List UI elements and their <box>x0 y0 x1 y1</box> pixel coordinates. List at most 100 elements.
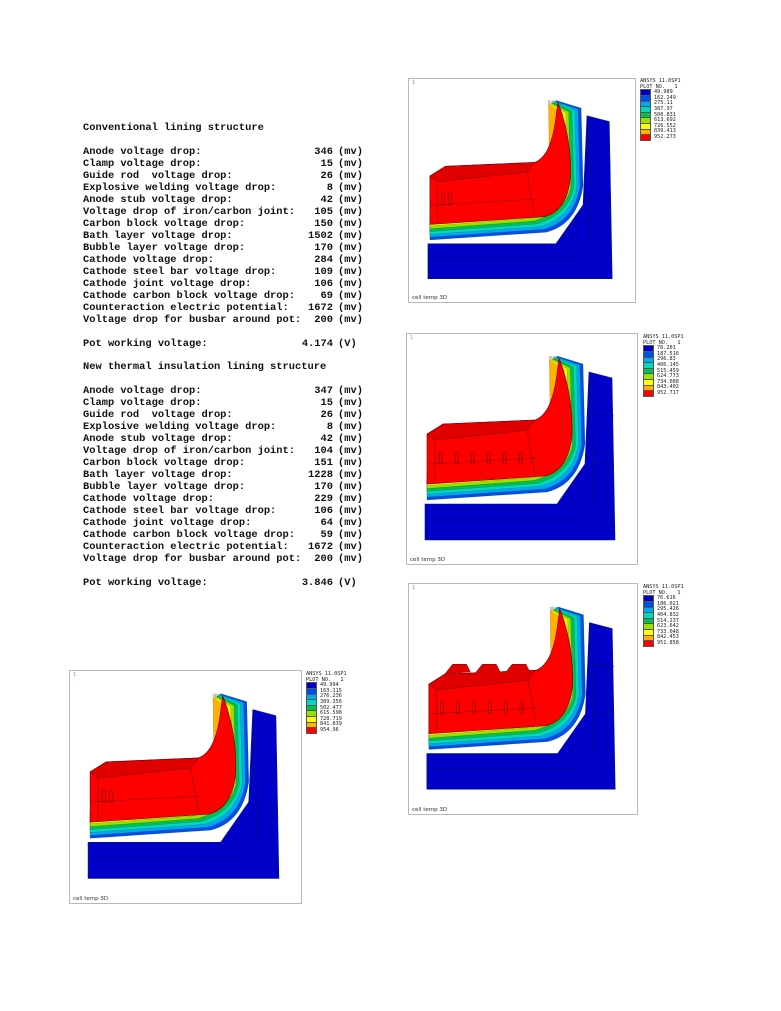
voltage-row: Bath layer voltage drop: 1502 (mv) <box>83 230 368 242</box>
total-label: Pot working voltage: <box>83 338 208 350</box>
temperature-contour-model <box>424 355 616 541</box>
plot-corner-marker: 1 <box>412 80 416 86</box>
voltage-value: 106 <box>314 278 333 290</box>
legend-value: 734.088 <box>657 378 679 385</box>
voltage-value: 42 <box>320 194 333 206</box>
voltage-row: Voltage drop of iron/carbon joint: 104 (mv… <box>83 445 368 457</box>
legend-value: 49.989 <box>654 89 673 96</box>
voltage-unit: (mv) <box>338 481 363 493</box>
voltage-unit: (mv) <box>338 254 363 266</box>
voltage-row: Carbon block voltage drop: 151 (mv) <box>83 457 368 469</box>
voltage-row: Bath layer voltage drop: 1228 (mv) <box>83 469 368 481</box>
voltage-row: Counteraction electric potential: 1672 (mv… <box>83 541 368 553</box>
voltage-label: Voltage drop for busbar around pot: <box>83 314 302 326</box>
voltage-value: 109 <box>314 266 333 278</box>
section-title: New thermal insulation lining structure <box>83 361 327 373</box>
legend-entry: 952.273 <box>640 134 681 142</box>
plot-legend: ANSYS 11.0SP1 PLOT NO. 1 49.994 163.115 276.… <box>306 671 347 735</box>
legend-value: 843.402 <box>657 384 679 391</box>
new-insulation-lining-section: New thermal insulation lining structure … <box>83 361 368 589</box>
voltage-value: 42 <box>320 433 333 445</box>
legend-entry: 951.858 <box>643 640 684 648</box>
voltage-unit: (mv) <box>338 385 363 397</box>
legend-value: 624.773 <box>657 373 679 380</box>
legend-value: 389.356 <box>320 698 342 705</box>
voltage-unit: (mv) <box>338 242 363 254</box>
legend-value: 733.048 <box>657 628 679 635</box>
voltage-row: Voltage drop for busbar around pot: 200 (m… <box>83 314 368 326</box>
voltage-label: Clamp voltage drop: <box>83 158 202 170</box>
temperature-contour-model <box>87 693 280 879</box>
voltage-unit: (mv) <box>338 505 363 517</box>
legend-value: 515.459 <box>657 367 679 374</box>
voltage-value: 59 <box>320 529 333 541</box>
total-label: Pot working voltage: <box>83 577 208 589</box>
voltage-value: 26 <box>320 409 333 421</box>
legend-value: 406.145 <box>657 361 679 368</box>
section-title: Conventional lining structure <box>83 122 264 134</box>
voltage-row: Anode voltage drop: 347 (mv) <box>83 385 368 397</box>
voltage-unit: (mv) <box>338 314 363 326</box>
temperature-contour-model <box>427 100 613 280</box>
voltage-value: 200 <box>314 553 333 565</box>
legend-value: 276.236 <box>320 693 342 700</box>
voltage-unit: (mv) <box>338 182 363 194</box>
voltage-label: Anode voltage drop: <box>83 146 202 158</box>
voltage-label: Bubble layer voltage drop: <box>83 481 246 493</box>
voltage-label: Bath layer voltage drop: <box>83 469 233 481</box>
voltage-label: Cathode joint voltage drop: <box>83 278 252 290</box>
voltage-value: 26 <box>320 170 333 182</box>
plot-corner-marker: 1 <box>73 672 77 678</box>
voltage-unit: (mv) <box>338 278 363 290</box>
voltage-label: Bubble layer voltage drop: <box>83 242 246 254</box>
legend-header: ANSYS 11.0SP1 <box>643 584 684 590</box>
voltage-label: Clamp voltage drop: <box>83 397 202 409</box>
voltage-unit: (mv) <box>338 158 363 170</box>
plot-legend: ANSYS 11.0SP1 PLOT NO. 1 78.201 187.516 296.… <box>643 334 684 398</box>
legend-value: 728.719 <box>320 715 342 722</box>
legend-entry: 952.717 <box>643 390 684 398</box>
voltage-value: 1672 <box>308 541 333 553</box>
conventional-lining-section: Conventional lining structure Anode volt… <box>83 122 368 350</box>
voltage-unit: (mv) <box>338 493 363 505</box>
voltage-value: 346 <box>314 146 333 158</box>
voltage-label: Guide rod voltage drop: <box>83 409 233 421</box>
voltage-row: Cathode carbon block voltage drop: 69 (mv) <box>83 290 368 302</box>
legend-value: 387.97 <box>654 105 673 112</box>
plot-corner-marker: 1 <box>410 335 414 341</box>
voltage-unit: (mv) <box>338 421 363 433</box>
voltage-label: Explosive welding voltage drop: <box>83 421 277 433</box>
legend-plot-number: PLOT NO. 1 <box>640 83 678 90</box>
voltage-label: Carbon block voltage drop: <box>83 218 246 230</box>
voltage-value: 104 <box>314 445 333 457</box>
voltage-row: Bubble layer voltage drop: 170 (mv) <box>83 481 368 493</box>
plot-corner-marker: 1 <box>412 585 416 591</box>
voltage-row: Voltage drop of iron/carbon joint: 105 (mv… <box>83 206 368 218</box>
voltage-value: 284 <box>314 254 333 266</box>
legend-value: 842.453 <box>657 634 679 641</box>
voltage-value: 105 <box>314 206 333 218</box>
voltage-value: 170 <box>314 481 333 493</box>
voltage-row: Cathode joint voltage drop: 64 (mv) <box>83 517 368 529</box>
legend-value: 615.598 <box>320 710 342 717</box>
voltage-row: Anode voltage drop: 346 (mv) <box>83 146 368 158</box>
legend-plot-number: PLOT NO. 1 <box>643 339 681 346</box>
voltage-unit: (mv) <box>338 433 363 445</box>
plot-caption: cell temp 3D <box>412 807 448 813</box>
legend-value: 613.692 <box>654 117 676 124</box>
voltage-label: Cathode voltage drop: <box>83 493 214 505</box>
voltage-row: Cathode joint voltage drop: 106 (mv) <box>83 278 368 290</box>
voltage-row: Bubble layer voltage drop: 170 (mv) <box>83 242 368 254</box>
legend-value: 404.832 <box>657 611 679 618</box>
voltage-value: 15 <box>320 158 333 170</box>
total-unit: (V) <box>338 338 357 350</box>
legend-header: ANSYS 11.0SP1 <box>643 334 684 340</box>
voltage-value: 200 <box>314 314 333 326</box>
plot-legend: ANSYS 11.0SP1 PLOT NO. 1 76.616 186.021 295.… <box>643 584 684 648</box>
plot-bottom-right: cell temp 3D 1 <box>408 583 638 815</box>
legend-swatch <box>643 640 654 648</box>
legend-value: 76.616 <box>657 595 676 602</box>
voltage-unit: (mv) <box>338 397 363 409</box>
voltage-row: Voltage drop for busbar around pot: 200 (m… <box>83 553 368 565</box>
legend-header: ANSYS 11.0SP1 <box>640 78 681 84</box>
